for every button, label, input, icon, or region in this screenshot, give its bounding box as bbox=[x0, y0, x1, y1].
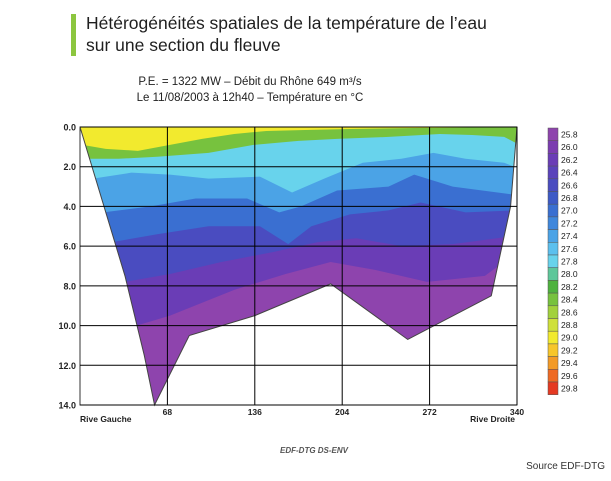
legend-label: 26.4 bbox=[561, 168, 578, 178]
chart-subtitle-power: P.E. = 1322 MW – Débit du Rhône 649 m³/s bbox=[138, 76, 362, 88]
legend-swatch bbox=[547, 292, 559, 307]
legend-label: 29.6 bbox=[561, 371, 578, 381]
legend-label: 28.8 bbox=[561, 320, 578, 330]
legend-label: 29.0 bbox=[561, 333, 578, 343]
page-title: Hétérogénéités spatiales de la températu… bbox=[86, 12, 487, 56]
y-tick-label: 12.0 bbox=[58, 361, 76, 371]
chart-subtitle-date: Le 11/08/2003 à 12h40 – Température en °… bbox=[136, 92, 364, 104]
legend-swatch bbox=[547, 216, 559, 230]
legend-swatch bbox=[547, 369, 559, 383]
legend-label: 28.2 bbox=[561, 282, 578, 292]
legend-swatch bbox=[547, 267, 559, 281]
legend-swatch bbox=[547, 127, 559, 141]
y-tick-label: 2.0 bbox=[63, 162, 76, 172]
legend-swatch bbox=[547, 140, 559, 154]
bank-label-left: Rive Gauche bbox=[80, 414, 132, 424]
y-tick-label: 14.0 bbox=[58, 401, 76, 411]
x-tick-label: 68 bbox=[163, 407, 173, 417]
legend-swatch bbox=[547, 165, 559, 180]
legend-swatch bbox=[547, 280, 559, 294]
legend-swatch bbox=[547, 178, 559, 192]
legend-label: 28.0 bbox=[561, 269, 578, 279]
y-tick-label: 6.0 bbox=[63, 242, 76, 252]
title-line-2: sur une section du fleuve bbox=[86, 35, 281, 55]
x-tick-label: 272 bbox=[423, 407, 437, 417]
legend-label: 27.6 bbox=[561, 244, 578, 254]
legend-label: 29.4 bbox=[561, 358, 578, 368]
y-tick-label: 10.0 bbox=[58, 321, 76, 331]
legend-swatch bbox=[547, 356, 559, 370]
isotherm-layer-29.0 bbox=[80, 127, 517, 151]
legend-swatch bbox=[547, 229, 559, 243]
legend-label: 27.0 bbox=[561, 206, 578, 216]
legend-label: 28.4 bbox=[561, 295, 578, 305]
legend-swatch bbox=[547, 254, 559, 268]
legend-swatch bbox=[547, 305, 559, 319]
legend-label: 27.8 bbox=[561, 257, 578, 267]
source-note: Source EDF-DTG bbox=[526, 461, 605, 472]
legend-label: 26.2 bbox=[561, 155, 578, 165]
legend-label: 29.8 bbox=[561, 384, 578, 394]
heading-accent-bar bbox=[71, 14, 76, 56]
legend-label: 28.6 bbox=[561, 307, 578, 317]
bank-label-right: Rive Droite bbox=[470, 414, 515, 424]
legend-label: 25.8 bbox=[561, 130, 578, 140]
y-tick-label: 8.0 bbox=[63, 281, 76, 291]
legend-label: 29.2 bbox=[561, 345, 578, 355]
legend-label: 27.2 bbox=[561, 218, 578, 228]
x-tick-label: 136 bbox=[248, 407, 262, 417]
legend-swatch bbox=[547, 203, 559, 218]
legend-swatch bbox=[547, 153, 559, 167]
legend-swatch bbox=[547, 318, 559, 332]
legend-swatch bbox=[547, 242, 559, 256]
legend-label: 26.0 bbox=[561, 142, 578, 152]
y-tick-label: 4.0 bbox=[63, 202, 76, 212]
legend-label: 26.6 bbox=[561, 180, 578, 190]
chart-credit: EDF-DTG DS-ENV bbox=[280, 446, 348, 455]
legend-swatch bbox=[547, 343, 559, 357]
title-line-1: Hétérogénéités spatiales de la températu… bbox=[86, 13, 487, 33]
x-tick-label: 340 bbox=[510, 407, 524, 417]
legend-label: 26.8 bbox=[561, 193, 578, 203]
legend-label: 27.4 bbox=[561, 231, 578, 241]
legend-swatch bbox=[547, 381, 559, 395]
legend-swatch bbox=[547, 330, 559, 345]
x-tick-label: 204 bbox=[335, 407, 349, 417]
legend-swatch bbox=[547, 191, 559, 205]
y-tick-label: 0.0 bbox=[63, 123, 76, 133]
